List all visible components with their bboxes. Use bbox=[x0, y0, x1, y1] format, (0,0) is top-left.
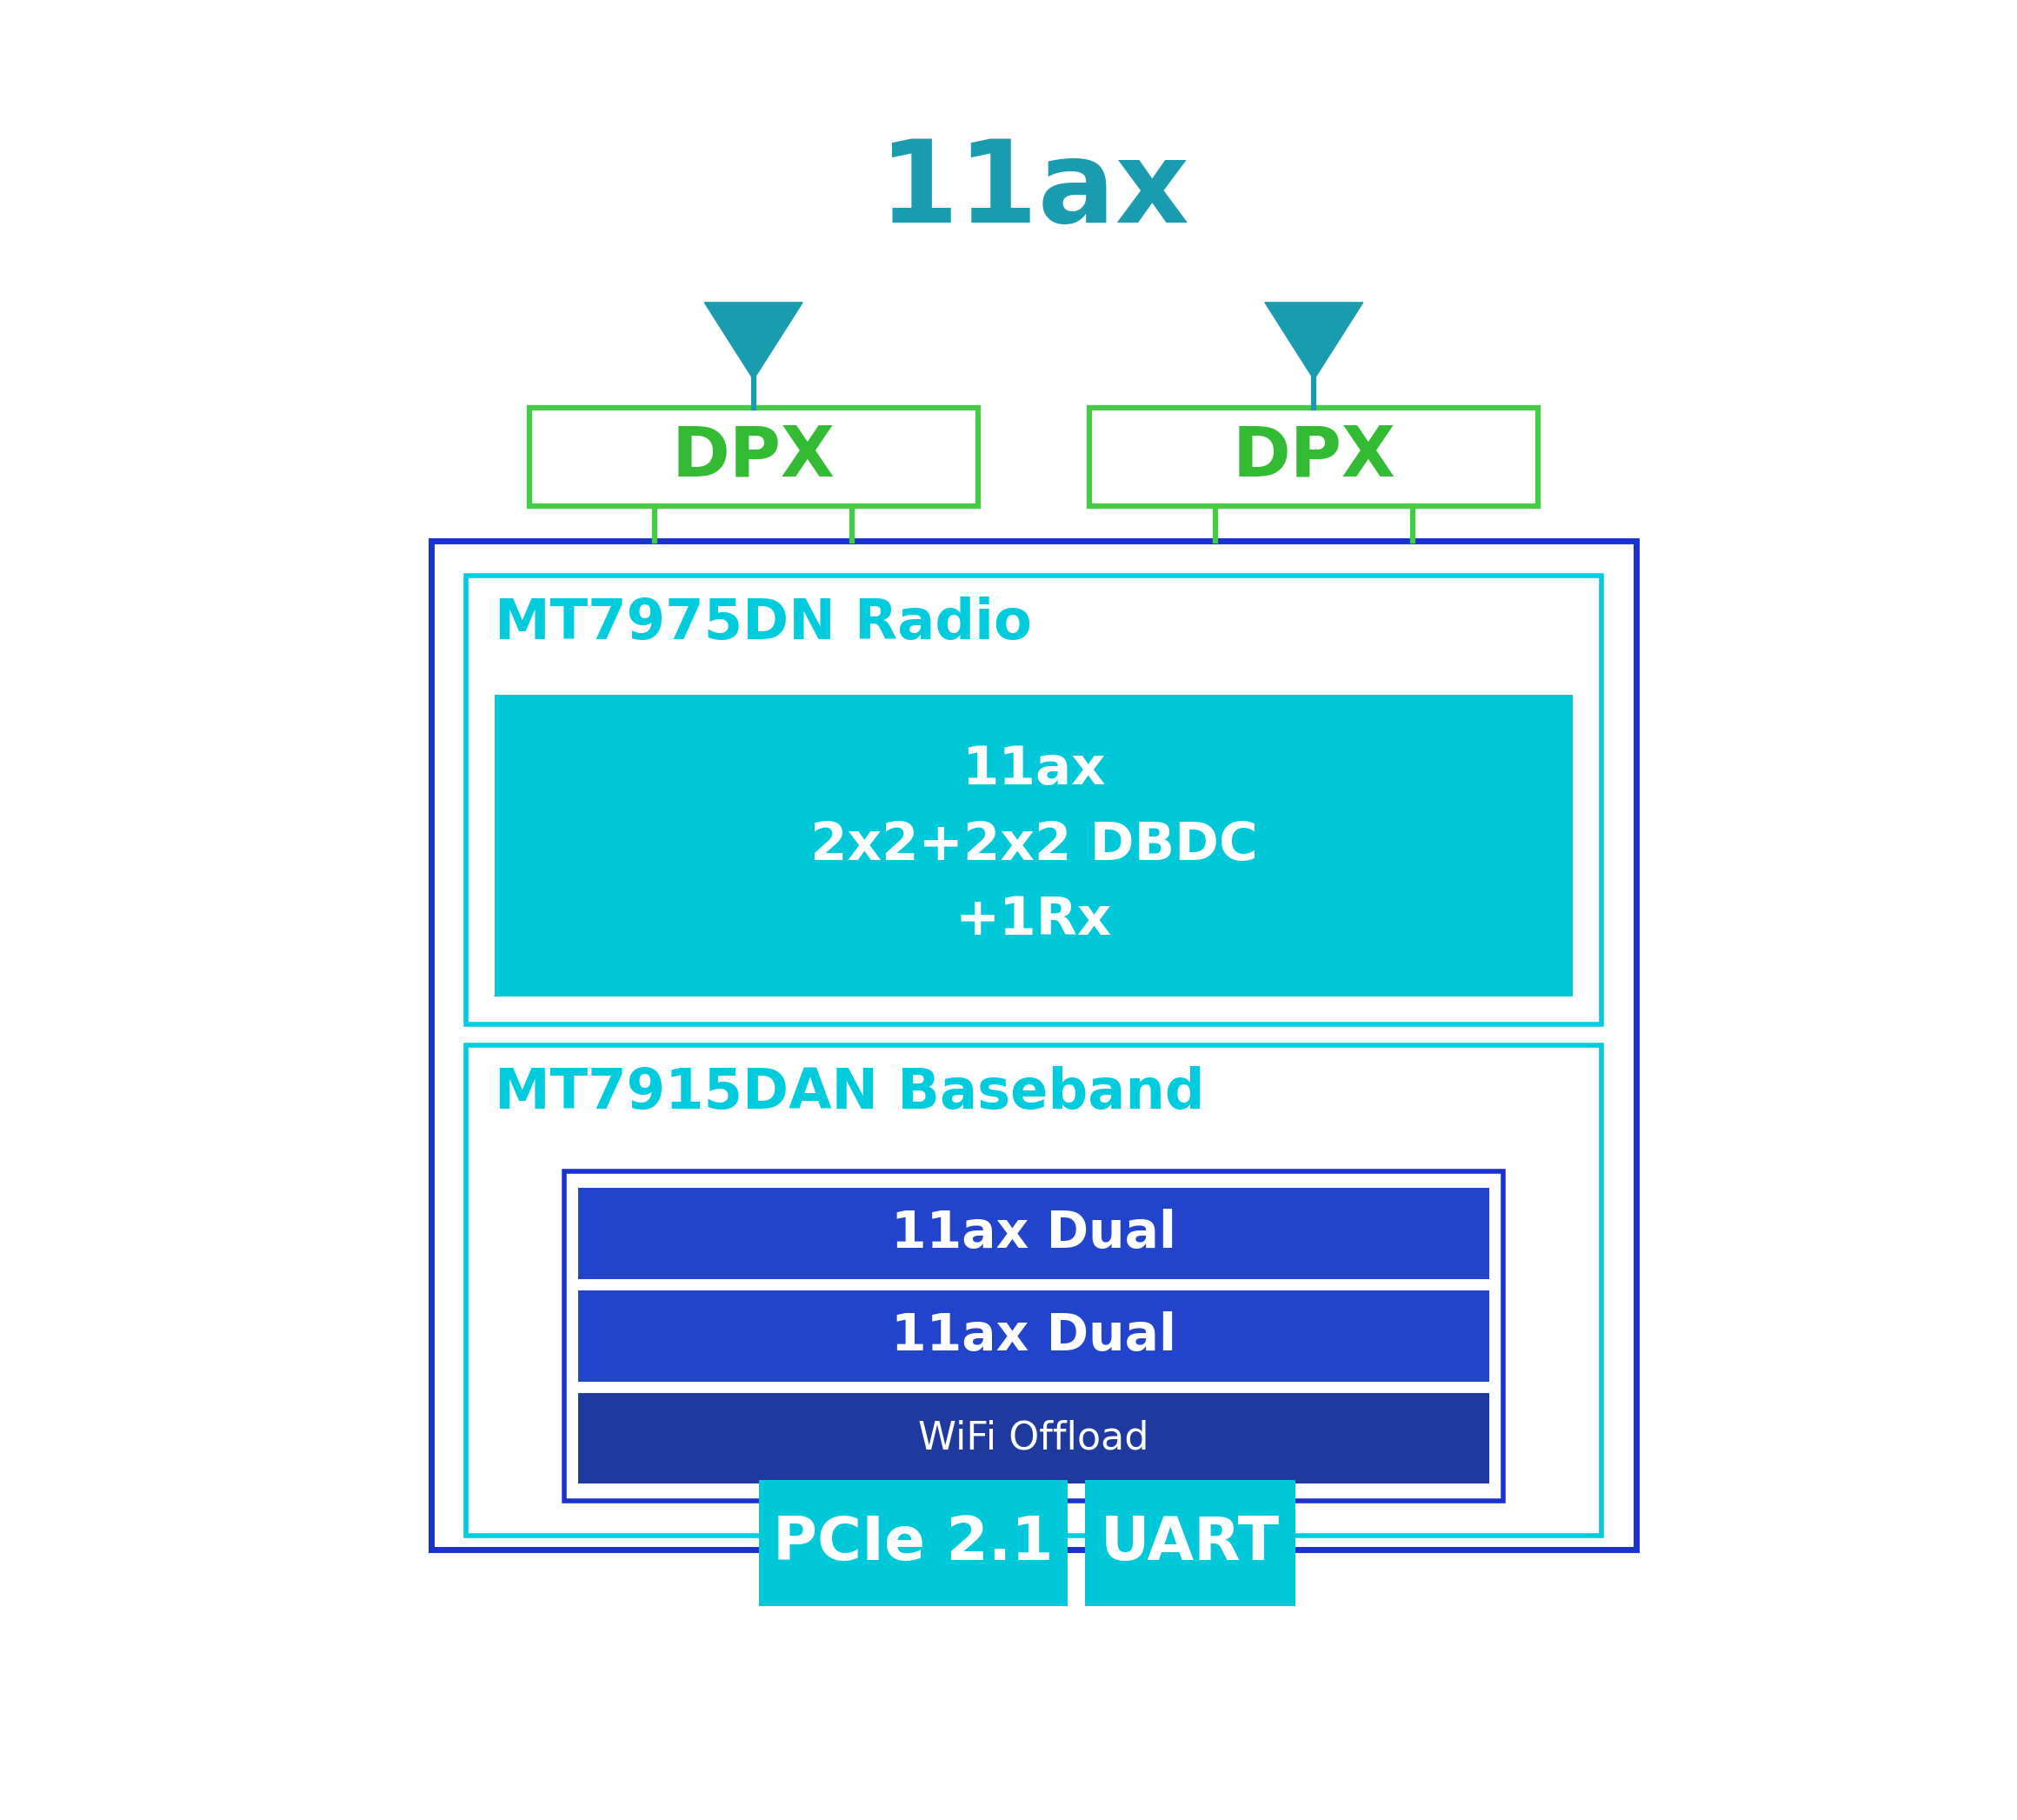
FancyBboxPatch shape bbox=[579, 1392, 1489, 1483]
FancyBboxPatch shape bbox=[466, 575, 1601, 1025]
Text: UART: UART bbox=[1101, 1514, 1281, 1572]
Text: 11ax: 11ax bbox=[877, 136, 1190, 246]
FancyBboxPatch shape bbox=[528, 408, 978, 506]
Text: 11ax
2x2+2x2 DBDC
+1Rx: 11ax 2x2+2x2 DBDC +1Rx bbox=[811, 744, 1257, 946]
FancyBboxPatch shape bbox=[758, 1480, 1067, 1605]
FancyBboxPatch shape bbox=[494, 695, 1573, 996]
Text: DPX: DPX bbox=[672, 422, 835, 491]
FancyBboxPatch shape bbox=[432, 541, 1636, 1551]
Text: 11ax Dual: 11ax Dual bbox=[892, 1208, 1176, 1258]
FancyBboxPatch shape bbox=[1085, 1480, 1295, 1605]
Polygon shape bbox=[1265, 302, 1363, 380]
FancyBboxPatch shape bbox=[1089, 408, 1539, 506]
Text: DPX: DPX bbox=[1232, 422, 1396, 491]
FancyBboxPatch shape bbox=[579, 1290, 1489, 1381]
Text: 11ax Dual: 11ax Dual bbox=[892, 1310, 1176, 1361]
FancyBboxPatch shape bbox=[565, 1172, 1503, 1501]
Text: MT7975DN Radio: MT7975DN Radio bbox=[494, 597, 1031, 652]
Text: WiFi Offload: WiFi Offload bbox=[918, 1420, 1150, 1458]
Text: MT7915DAN Baseband: MT7915DAN Baseband bbox=[494, 1067, 1204, 1119]
Text: PCIe 2.1: PCIe 2.1 bbox=[773, 1514, 1053, 1572]
Polygon shape bbox=[704, 302, 803, 380]
FancyBboxPatch shape bbox=[579, 1188, 1489, 1279]
FancyBboxPatch shape bbox=[466, 1045, 1601, 1536]
